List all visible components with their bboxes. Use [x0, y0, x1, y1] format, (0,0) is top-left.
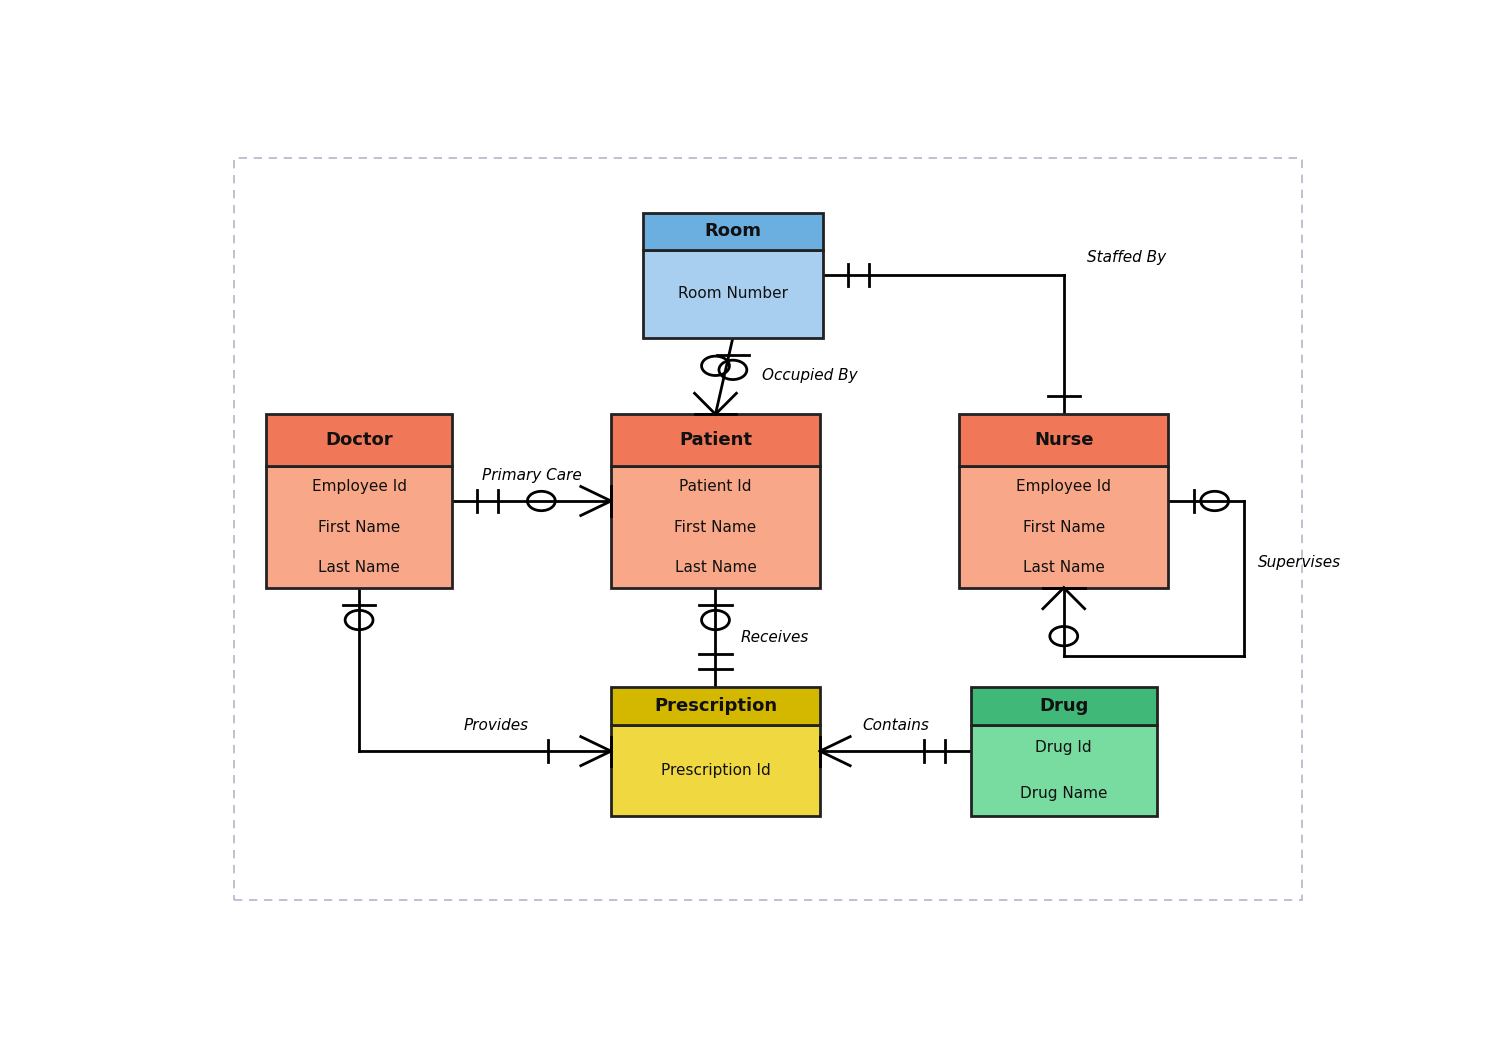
- Text: Provides: Provides: [464, 718, 529, 734]
- Text: Prescription: Prescription: [655, 697, 777, 715]
- Text: Employee Id: Employee Id: [1016, 479, 1112, 494]
- Text: First Name: First Name: [674, 520, 756, 534]
- Text: First Name: First Name: [318, 520, 400, 534]
- Bar: [611, 466, 819, 588]
- Text: Receives: Receives: [742, 630, 809, 645]
- Bar: [971, 686, 1156, 725]
- Bar: [267, 414, 452, 466]
- Text: Drug Name: Drug Name: [1020, 786, 1107, 801]
- Text: Nurse: Nurse: [1034, 432, 1094, 450]
- Text: Last Name: Last Name: [318, 560, 400, 575]
- Text: Drug Id: Drug Id: [1035, 741, 1092, 756]
- Text: Room: Room: [704, 222, 761, 240]
- Text: Contains: Contains: [861, 718, 929, 734]
- Bar: [267, 466, 452, 588]
- Text: First Name: First Name: [1023, 520, 1106, 534]
- Bar: [959, 466, 1168, 588]
- Bar: [959, 414, 1168, 466]
- Text: Last Name: Last Name: [1023, 560, 1104, 575]
- Bar: [611, 686, 819, 725]
- Text: Room Number: Room Number: [679, 286, 788, 302]
- Bar: [643, 213, 822, 250]
- Text: Supervises: Supervises: [1258, 555, 1341, 570]
- Text: Staffed By: Staffed By: [1088, 250, 1165, 265]
- Text: Occupied By: Occupied By: [762, 369, 857, 384]
- Bar: [611, 725, 819, 815]
- Text: Last Name: Last Name: [674, 560, 756, 575]
- Text: Employee Id: Employee Id: [312, 479, 406, 494]
- Bar: [643, 250, 822, 337]
- Bar: [611, 414, 819, 466]
- Text: Prescription Id: Prescription Id: [661, 763, 770, 778]
- Text: Doctor: Doctor: [325, 432, 392, 450]
- Text: Primary Care: Primary Care: [481, 468, 581, 483]
- Text: Patient Id: Patient Id: [679, 479, 752, 494]
- Text: Patient: Patient: [679, 432, 752, 450]
- Bar: [971, 725, 1156, 815]
- Text: Drug: Drug: [1040, 697, 1089, 715]
